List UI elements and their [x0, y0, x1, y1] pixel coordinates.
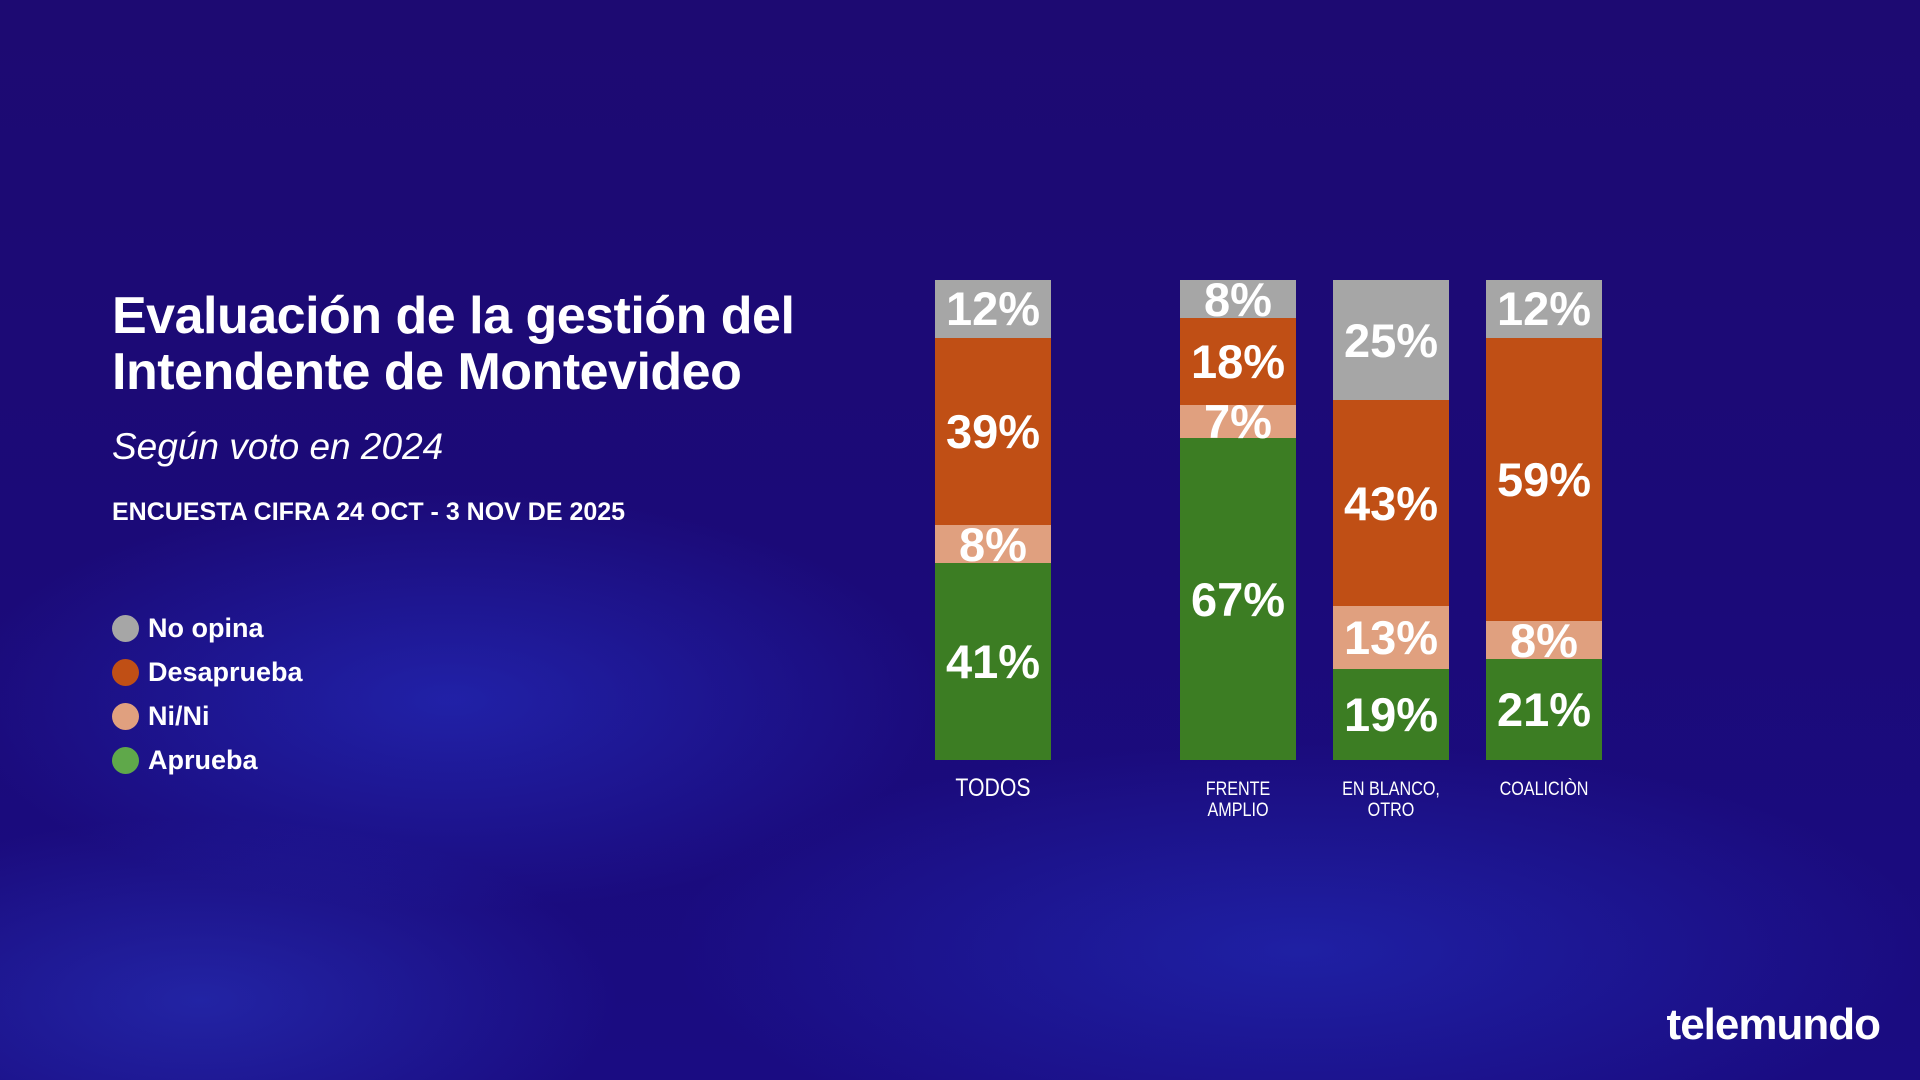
legend-label: Aprueba [148, 744, 258, 775]
data-label: 8% [959, 517, 1027, 571]
data-label: 8% [1510, 613, 1578, 667]
bar-segment-ni-ni: 8% [935, 521, 1051, 568]
bar-segment-desaprueba: 43% [1333, 400, 1449, 607]
category-label: FRENTE AMPLIO [1205, 779, 1271, 821]
bar-segment-desaprueba: 39% [935, 337, 1051, 525]
legend-item: Aprueba [112, 738, 303, 782]
data-label: 12% [1496, 282, 1592, 336]
data-label: 41% [945, 635, 1041, 689]
category-label: TODOS [955, 774, 1031, 802]
legend-item: Desaprueba [112, 650, 303, 694]
legend-label: No opina [148, 612, 264, 643]
bar-segment-aprueba: 21% [1486, 659, 1602, 760]
bar-coalici-n: 21% 8% 59% 12% [1486, 280, 1602, 760]
legend-item: Ni/Ni [112, 694, 303, 738]
legend-dot-icon [112, 702, 139, 730]
bar-segment-aprueba: 19% [1333, 668, 1449, 760]
title-line-2: Intendente de Montevideo [112, 343, 742, 401]
category-label: COALICIÒN [1499, 779, 1589, 800]
bar-segment-aprueba: 41% [935, 563, 1051, 760]
legend: No opina Desaprueba Ni/Ni Aprueba [112, 606, 303, 782]
data-label: 67% [1190, 572, 1286, 626]
bar-segment-desaprueba: 18% [1180, 318, 1296, 405]
bar-frente-amplio: 67% 7% 18% 8% [1180, 276, 1296, 760]
data-label: 59% [1496, 452, 1592, 506]
legend-dot-icon [112, 658, 139, 686]
data-label: 43% [1343, 476, 1439, 530]
bar-segment-no-opina: 25% [1333, 280, 1449, 400]
legend-item: No opina [112, 606, 303, 650]
data-label: 19% [1343, 687, 1439, 741]
data-label: 21% [1496, 683, 1592, 737]
data-label: 25% [1343, 313, 1439, 367]
chart-title: Evaluación de la gestión del Intendente … [112, 287, 795, 401]
legend-label: Ni/Ni [148, 700, 210, 731]
telemundo-logo: telemundo [1666, 1000, 1881, 1049]
data-label: 8% [1204, 272, 1272, 326]
bar-segment-desaprueba: 59% [1486, 337, 1602, 621]
subtitle: Según voto en 2024 [112, 426, 444, 467]
bar-segment-no-opina: 12% [1486, 280, 1602, 338]
category-label: EN BLANCO, OTRO [1342, 779, 1440, 821]
data-label: 12% [945, 282, 1041, 336]
legend-label: Desaprueba [148, 656, 303, 687]
bar-segment-ni-ni: 8% [1486, 617, 1602, 664]
legend-dot-icon [112, 746, 139, 774]
data-label: 13% [1343, 611, 1439, 665]
title-line-1: Evaluación de la gestión del [112, 287, 795, 345]
bar-segment-no-opina: 8% [1180, 276, 1296, 323]
bar-segment-no-opina: 12% [935, 280, 1051, 338]
data-label: 18% [1190, 335, 1286, 389]
bar-en-blanco-otro: 19% 13% 43% 25% [1333, 280, 1449, 760]
bar-segment-ni-ni: 7% [1180, 398, 1296, 445]
bar-segment-ni-ni: 13% [1333, 606, 1449, 669]
data-label: 39% [945, 404, 1041, 458]
survey-source: ENCUESTA CIFRA 24 OCT - 3 NOV DE 2025 [112, 498, 626, 526]
bar-todos: 41% 8% 39% 12% [935, 280, 1051, 760]
legend-dot-icon [112, 614, 139, 642]
bar-segment-aprueba: 67% [1180, 438, 1296, 760]
data-label: 7% [1204, 395, 1272, 449]
